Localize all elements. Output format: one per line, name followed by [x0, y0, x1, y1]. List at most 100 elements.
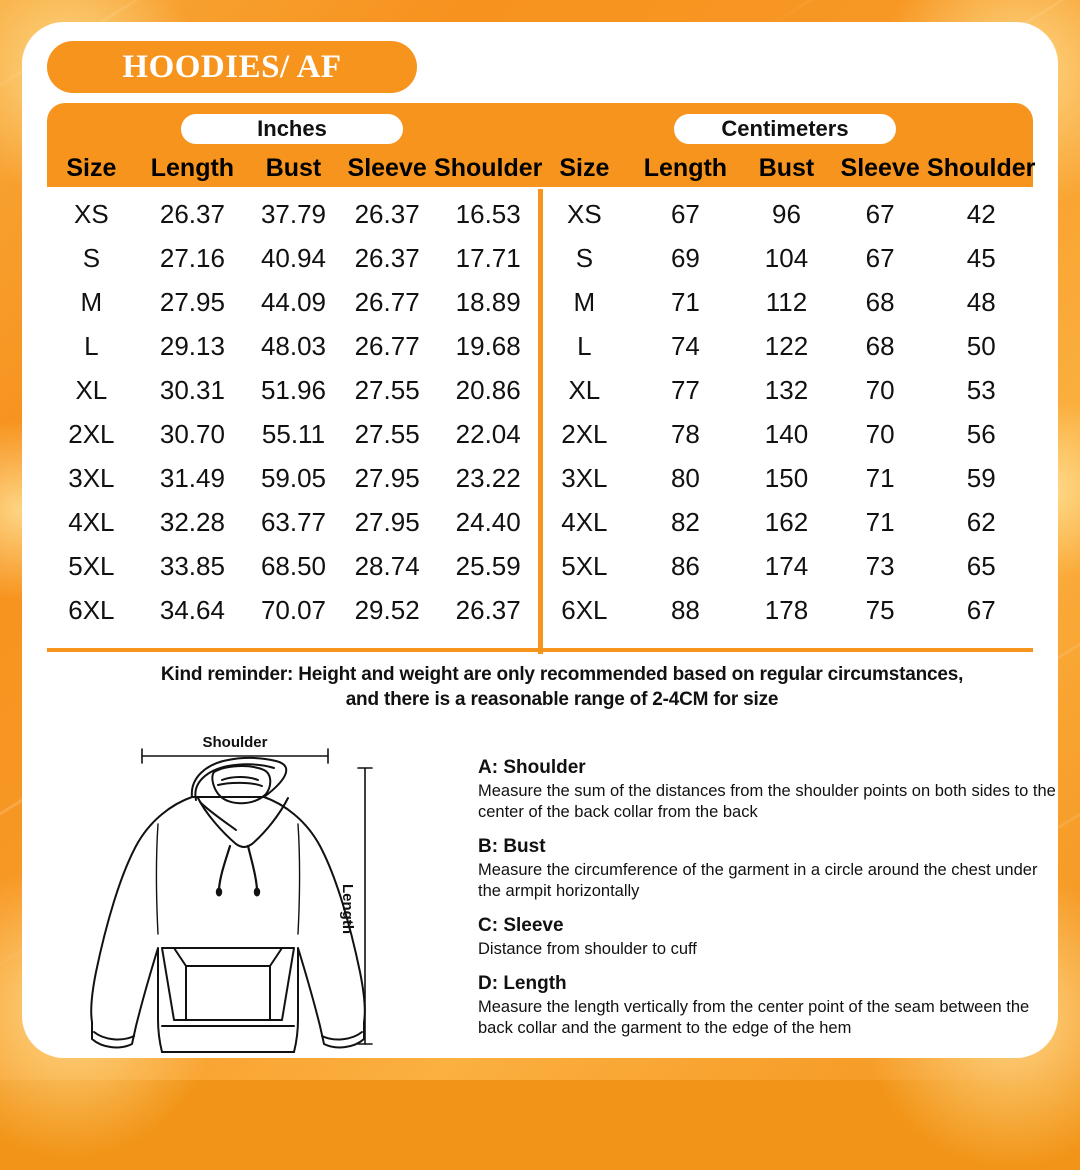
cell-bust-centimeters: 104 — [764, 242, 809, 273]
header-bust-in: Bust — [265, 153, 322, 182]
header-length-in: Length — [150, 153, 235, 182]
cell-sleeve-centimeters: 67 — [865, 198, 895, 229]
cell-size: XL — [75, 374, 108, 405]
cell-length-inches: 30.70 — [159, 418, 225, 449]
cell-size: 6XL — [68, 594, 115, 625]
cell-bust-centimeters: 132 — [764, 374, 809, 405]
cell-shoulder-centimeters: 65 — [966, 550, 996, 581]
measurement-description: Measure the circumference of the garment… — [478, 861, 1038, 900]
row-group-centimeters: XS 67 96 67 42 — [540, 192, 1033, 236]
cell-shoulder-centimeters: 50 — [966, 330, 996, 361]
cell-bust-inches: 63.77 — [260, 506, 327, 537]
cell-size: 2XL — [68, 418, 115, 449]
horizontal-divider — [47, 648, 1033, 652]
row-group-centimeters: 2XL 78 140 70 56 — [540, 412, 1033, 456]
cell-sleeve-inches: 26.77 — [354, 286, 420, 317]
cell-sleeve-centimeters: 68 — [865, 330, 895, 361]
cell-shoulder-inches: 17.71 — [455, 242, 521, 273]
measurement-title: C: Sleeve — [478, 915, 564, 936]
cell-size: L — [577, 330, 592, 361]
cell-sleeve-inches: 27.95 — [354, 462, 420, 493]
table-row: 2XL 30.70 55.11 27.55 22.04 2XL 78 140 70 56 — [47, 412, 1033, 456]
cell-size: 5XL — [68, 550, 115, 581]
row-group-inches: S 27.16 40.94 26.37 17.71 — [47, 236, 540, 280]
cell-size: S — [82, 242, 101, 273]
cell-bust-inches: 51.96 — [260, 374, 327, 405]
cell-shoulder-centimeters: 67 — [966, 594, 996, 625]
unit-badge-inches: Inches — [181, 114, 403, 144]
cell-sleeve-centimeters: 73 — [865, 550, 895, 581]
cell-length-centimeters: 82 — [670, 506, 700, 537]
header-length-cm: Length — [643, 153, 728, 182]
cell-shoulder-centimeters: 56 — [966, 418, 996, 449]
cell-shoulder-inches: 23.22 — [455, 462, 521, 493]
vertical-divider — [538, 189, 543, 654]
cell-size: M — [573, 286, 596, 317]
cell-bust-inches: 59.05 — [260, 462, 327, 493]
measurement-description: Measure the sum of the distances from th… — [478, 782, 1056, 821]
cell-sleeve-inches: 26.37 — [354, 242, 420, 273]
cell-shoulder-inches: 18.89 — [455, 286, 521, 317]
table-row: 6XL 34.64 70.07 29.52 26.37 6XL 88 178 75 67 — [47, 588, 1033, 632]
cell-length-inches: 32.28 — [159, 506, 225, 537]
table-row: 4XL 32.28 63.77 27.95 24.40 4XL 82 162 71 62 — [47, 500, 1033, 544]
row-group-centimeters: 4XL 82 162 71 62 — [540, 500, 1033, 544]
table-row: XS 26.37 37.79 26.37 16.53 XS 67 96 67 42 — [47, 192, 1033, 236]
header-sleeve-cm: Sleeve — [840, 153, 920, 182]
cell-sleeve-inches: 28.74 — [354, 550, 420, 581]
cell-bust-inches: 40.94 — [260, 242, 327, 273]
header-shoulder-cm: Shoulder — [927, 153, 1036, 182]
kind-reminder: Kind reminder: Height and weight are onl… — [62, 662, 1062, 712]
cell-bust-centimeters: 112 — [765, 286, 808, 317]
row-group-centimeters: L 74 122 68 50 — [540, 324, 1033, 368]
cell-sleeve-inches: 26.77 — [354, 330, 420, 361]
cell-length-inches: 29.13 — [159, 330, 225, 361]
row-group-inches: XL 30.31 51.96 27.55 20.86 — [47, 368, 540, 412]
row-group-centimeters: XL 77 132 70 53 — [540, 368, 1033, 412]
cell-size: 4XL — [68, 506, 115, 537]
measurement-item: C: Sleeve Distance from shoulder to cuff — [478, 915, 1058, 960]
cell-sleeve-centimeters: 71 — [865, 506, 895, 537]
reminder-line-1: Kind reminder: Height and weight are onl… — [160, 664, 964, 685]
cell-shoulder-centimeters: 45 — [966, 242, 996, 273]
cell-bust-inches: 48.03 — [260, 330, 327, 361]
row-group-inches: M 27.95 44.09 26.77 18.89 — [47, 280, 540, 324]
cell-sleeve-inches: 27.55 — [354, 418, 420, 449]
row-group-inches: L 29.13 48.03 26.77 19.68 — [47, 324, 540, 368]
table-row: XL 30.31 51.96 27.55 20.86 XL 77 132 70 53 — [47, 368, 1033, 412]
reminder-line-2: and there is a reasonable range of 2-4CM… — [345, 689, 779, 710]
measurement-instructions: A: Shoulder Measure the sum of the distan… — [478, 757, 1058, 1052]
cell-sleeve-centimeters: 71 — [865, 462, 895, 493]
column-headers-inches: Size Length Bust Sleeve Shoulder — [47, 149, 542, 187]
size-table-body: XS 26.37 37.79 26.37 16.53 XS 67 96 67 42 S 27.16 40… — [47, 192, 1033, 648]
length-dimension-label: Length — [339, 884, 356, 934]
cell-shoulder-inches: 22.04 — [455, 418, 521, 449]
cell-length-centimeters: 80 — [670, 462, 700, 493]
hoodie-illustration-svg — [90, 748, 373, 1053]
cell-size: M — [80, 286, 103, 317]
cell-bust-inches: 37.79 — [260, 198, 327, 229]
cell-bust-centimeters: 162 — [764, 506, 809, 537]
title-pill: HOODIES/ AF — [47, 41, 417, 93]
cell-shoulder-centimeters: 42 — [966, 198, 996, 229]
cell-size: 3XL — [561, 462, 608, 493]
table-row: 3XL 31.49 59.05 27.95 23.22 3XL 80 150 71 59 — [47, 456, 1033, 500]
measurement-description: Distance from shoulder to cuff — [478, 940, 697, 958]
table-row: S 27.16 40.94 26.37 17.71 S 69 104 67 45 — [47, 236, 1033, 280]
cell-sleeve-inches: 27.95 — [354, 506, 420, 537]
row-group-centimeters: 6XL 88 178 75 67 — [540, 588, 1033, 632]
cell-length-inches: 31.49 — [159, 462, 225, 493]
table-row: 5XL 33.85 68.50 28.74 25.59 5XL 86 174 73 65 — [47, 544, 1033, 588]
cell-shoulder-inches: 20.86 — [455, 374, 521, 405]
cell-size: 5XL — [561, 550, 608, 581]
cell-size: 2XL — [561, 418, 608, 449]
cell-length-inches: 26.37 — [159, 198, 225, 229]
cell-size: XS — [567, 198, 602, 229]
cell-length-centimeters: 71 — [670, 286, 700, 317]
cell-shoulder-inches: 26.37 — [455, 594, 521, 625]
cell-shoulder-inches: 16.53 — [455, 198, 521, 229]
cell-sleeve-inches: 26.37 — [354, 198, 420, 229]
cell-size: 4XL — [561, 506, 608, 537]
cell-sleeve-centimeters: 68 — [865, 286, 895, 317]
page-title: HOODIES/ AF — [122, 48, 342, 85]
